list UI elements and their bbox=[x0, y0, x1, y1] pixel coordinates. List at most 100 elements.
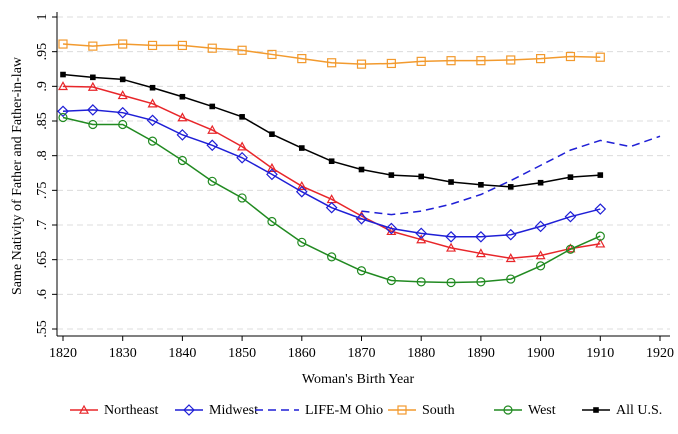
marker bbox=[207, 176, 217, 186]
marker bbox=[57, 105, 69, 118]
x-tick-label: 1840 bbox=[168, 346, 196, 361]
marker bbox=[266, 162, 277, 172]
marker bbox=[239, 114, 245, 120]
marker bbox=[58, 39, 68, 49]
marker bbox=[237, 141, 248, 151]
marker bbox=[237, 193, 247, 203]
marker bbox=[358, 166, 365, 173]
marker bbox=[535, 250, 546, 260]
marker bbox=[58, 112, 68, 123]
marker bbox=[296, 180, 307, 190]
marker bbox=[87, 81, 98, 91]
legend-label: All U.S. bbox=[616, 403, 662, 418]
legend-label: South bbox=[422, 403, 455, 418]
x-tick-label: 1880 bbox=[407, 346, 435, 361]
legend-marker bbox=[397, 405, 407, 415]
marker bbox=[504, 228, 517, 241]
legend-marker bbox=[503, 405, 513, 415]
marker bbox=[445, 230, 457, 243]
marker bbox=[118, 39, 128, 49]
marker bbox=[90, 74, 96, 81]
series-line bbox=[62, 73, 601, 188]
marker bbox=[567, 174, 574, 180]
legend-label: LIFE-M Ohio bbox=[305, 403, 383, 418]
marker bbox=[564, 210, 577, 223]
marker bbox=[266, 168, 278, 181]
marker bbox=[595, 52, 605, 62]
marker bbox=[418, 173, 425, 180]
marker bbox=[446, 56, 456, 66]
marker bbox=[118, 119, 128, 130]
marker bbox=[57, 81, 69, 91]
marker bbox=[505, 253, 516, 263]
marker bbox=[356, 266, 367, 276]
marker bbox=[87, 104, 99, 116]
marker bbox=[116, 106, 129, 119]
series-line bbox=[361, 135, 661, 216]
marker bbox=[597, 172, 604, 178]
marker bbox=[595, 238, 606, 248]
y-tick-label: .9 bbox=[35, 81, 50, 92]
marker bbox=[147, 98, 158, 108]
x-tick-label: 1860 bbox=[288, 346, 316, 361]
marker bbox=[565, 51, 576, 62]
marker bbox=[355, 212, 368, 225]
y-tick-label: .75 bbox=[35, 182, 50, 200]
marker bbox=[207, 43, 217, 53]
marker bbox=[147, 40, 158, 51]
marker bbox=[207, 124, 218, 134]
marker bbox=[209, 103, 216, 110]
x-tick-label: 1900 bbox=[527, 346, 555, 361]
x-tick-label: 1820 bbox=[49, 346, 77, 361]
marker bbox=[177, 40, 187, 51]
series-line bbox=[62, 109, 601, 238]
marker bbox=[476, 56, 486, 66]
series-line bbox=[62, 85, 601, 260]
x-tick-label: 1870 bbox=[348, 346, 376, 361]
x-tick-label: 1920 bbox=[646, 346, 674, 361]
y-tick-label: .55 bbox=[35, 320, 50, 338]
marker bbox=[535, 53, 546, 64]
y-tick-label: 1 bbox=[35, 14, 50, 21]
x-tick-label: 1850 bbox=[228, 346, 256, 361]
marker bbox=[476, 277, 486, 287]
legend-label: West bbox=[528, 403, 556, 418]
legend-marker bbox=[78, 404, 90, 414]
marker bbox=[146, 114, 159, 127]
legend-label: Midwest bbox=[209, 403, 258, 418]
marker bbox=[475, 248, 486, 258]
marker bbox=[385, 222, 398, 235]
marker bbox=[446, 242, 457, 252]
marker bbox=[325, 201, 338, 214]
y-tick-label: .85 bbox=[35, 112, 50, 130]
marker bbox=[537, 179, 544, 186]
marker bbox=[236, 151, 248, 164]
marker bbox=[416, 277, 426, 287]
y-tick-label: .65 bbox=[35, 251, 50, 269]
marker bbox=[506, 55, 516, 65]
x-tick-label: 1890 bbox=[467, 346, 495, 361]
marker bbox=[356, 59, 367, 69]
marker bbox=[535, 261, 546, 271]
marker bbox=[176, 129, 189, 141]
marker bbox=[177, 155, 187, 166]
marker bbox=[595, 231, 605, 241]
marker bbox=[297, 237, 307, 247]
marker bbox=[415, 227, 428, 240]
marker bbox=[328, 158, 335, 165]
marker bbox=[327, 252, 337, 262]
marker bbox=[416, 56, 426, 66]
marker bbox=[88, 119, 98, 130]
marker bbox=[534, 220, 547, 233]
marker bbox=[60, 71, 66, 78]
legend-marker bbox=[593, 407, 599, 413]
marker bbox=[388, 172, 395, 178]
marker bbox=[149, 84, 156, 91]
marker bbox=[478, 181, 484, 188]
marker bbox=[179, 93, 186, 100]
marker bbox=[237, 45, 247, 55]
x-axis-title: Woman's Birth Year bbox=[302, 372, 415, 387]
marker bbox=[88, 41, 98, 51]
series-line bbox=[62, 116, 601, 284]
